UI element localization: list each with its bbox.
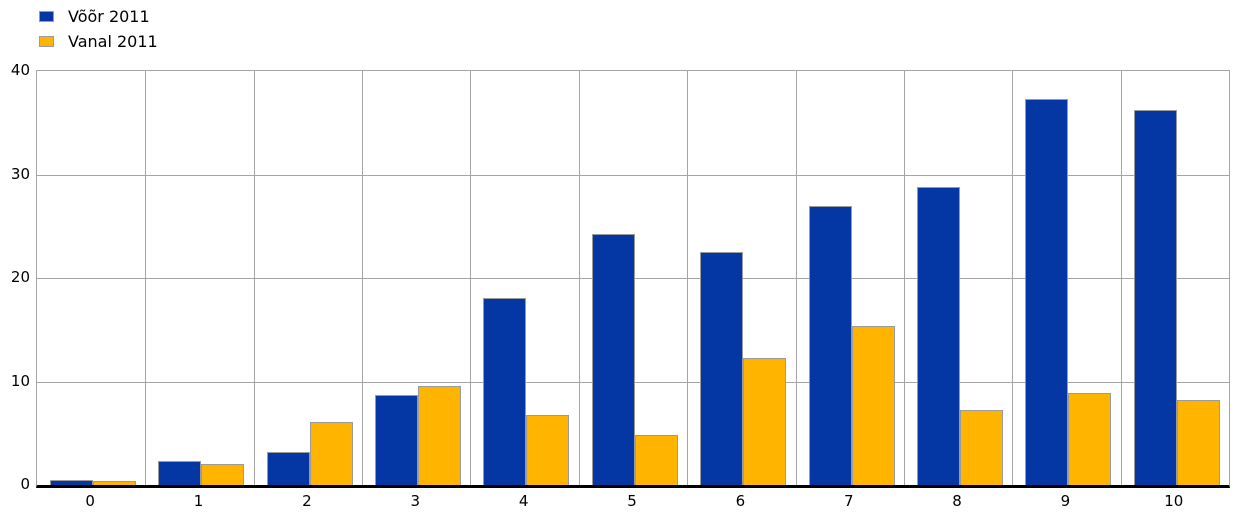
x-tick-label: 0 — [85, 492, 95, 510]
bar-series-1-cat-5 — [591, 233, 635, 485]
bar-series-1-cat-3 — [375, 394, 419, 485]
x-tick-label: 1 — [193, 492, 204, 510]
legend-label-series-2: Vanal 2011 — [68, 31, 158, 51]
legend-label-series-1: Võõr 2011 — [68, 6, 150, 26]
gridline-v — [578, 71, 580, 485]
x-tick-label: 8 — [952, 492, 962, 510]
legend-swatch-series-1 — [39, 11, 54, 22]
x-tick-label: 4 — [518, 492, 529, 510]
x-tick-label: 9 — [1060, 492, 1071, 510]
plot-area — [36, 70, 1230, 488]
bar-series-2-cat-2 — [309, 421, 353, 485]
y-tick-label: 20 — [10, 268, 30, 286]
bar-series-2-cat-1 — [201, 464, 245, 485]
y-tick-label: 0 — [20, 475, 30, 493]
bar-series-1-cat-10 — [1133, 110, 1177, 485]
gridline-v — [687, 71, 689, 485]
x-tick-label: 6 — [735, 492, 746, 510]
bar-series-2-cat-3 — [418, 385, 462, 485]
gridline-v — [362, 71, 364, 485]
bar-series-2-cat-9 — [1068, 392, 1112, 485]
legend: Võõr 2011 Vanal 2011 — [39, 4, 158, 54]
bar-series-2-cat-10 — [1176, 400, 1220, 485]
gridline-v — [1120, 71, 1122, 485]
bar-series-2-cat-4 — [526, 414, 570, 485]
legend-item-series-1: Võõr 2011 — [39, 4, 158, 29]
bar-series-1-cat-6 — [700, 252, 744, 485]
x-axis: 0 1 2 3 4 5 6 7 8 9 10 — [36, 492, 1228, 514]
bar-series-2-cat-6 — [743, 357, 787, 485]
gridline-v — [903, 71, 905, 485]
gridline-v — [253, 71, 255, 485]
y-tick-label: 30 — [10, 164, 30, 183]
gridline-v — [1012, 71, 1014, 485]
bar-series-1-cat-4 — [483, 297, 527, 485]
x-tick-label: 7 — [843, 492, 854, 510]
bar-series-2-cat-8 — [959, 410, 1003, 485]
bar-series-1-cat-2 — [266, 451, 310, 485]
y-tick-label: 40 — [10, 61, 30, 79]
legend-item-series-2: Vanal 2011 — [39, 29, 158, 54]
legend-swatch-series-2 — [39, 36, 54, 47]
x-tick-label: 5 — [627, 492, 637, 510]
x-tick-label: 10 — [1164, 492, 1184, 510]
y-tick-label: 10 — [10, 371, 30, 390]
x-tick-label: 3 — [410, 492, 421, 510]
gridline-v — [795, 71, 797, 485]
bar-series-2-cat-5 — [634, 435, 678, 485]
bar-series-1-cat-8 — [916, 186, 960, 485]
gridline-h — [37, 174, 1229, 176]
gridline-v — [145, 71, 147, 485]
bar-series-1-cat-1 — [158, 461, 202, 485]
y-axis: 0 10 20 30 40 — [0, 61, 30, 493]
bar-series-1-cat-9 — [1025, 98, 1069, 485]
x-tick-label: 2 — [302, 492, 312, 510]
bar-series-2-cat-7 — [851, 325, 895, 485]
bar-series-2-cat-0 — [93, 480, 137, 485]
bar-series-1-cat-7 — [808, 205, 852, 485]
gridline-v — [470, 71, 472, 485]
bar-series-1-cat-0 — [50, 479, 94, 485]
